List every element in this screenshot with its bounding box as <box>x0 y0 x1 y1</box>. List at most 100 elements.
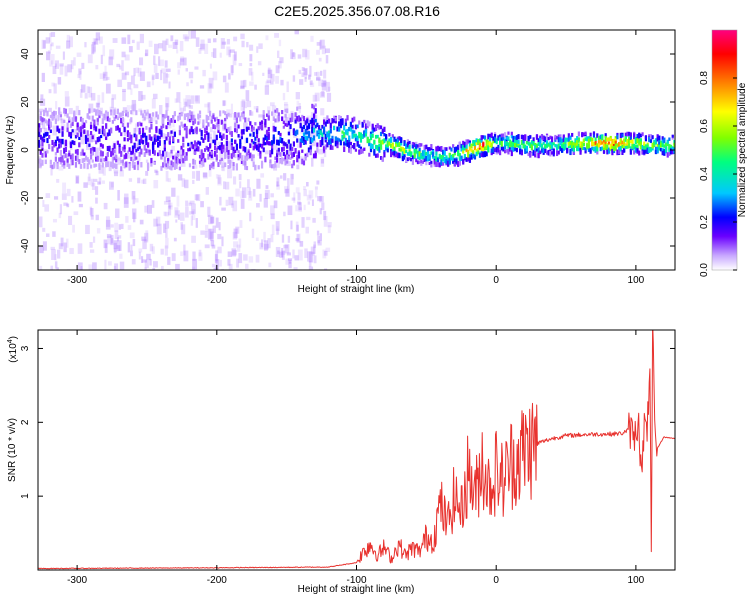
spectrogram-ridge-cell <box>554 136 557 141</box>
spectrogram-ridge-cell <box>430 144 433 149</box>
spectrogram-ridge-cell <box>311 103 314 109</box>
spectrogram-ridge-cell <box>175 154 178 161</box>
spectrogram-noise-cell <box>164 134 168 139</box>
spectrogram-ridge-cell <box>145 139 148 146</box>
spectrogram-ridge-cell <box>110 161 113 168</box>
spectrogram-noise-cell <box>79 70 82 80</box>
spectrogram-noise-cell <box>183 244 186 256</box>
spectrogram-ridge-cell <box>545 144 549 148</box>
spectrogram-ridge-cell <box>203 134 207 140</box>
spectrogram-ridge-cell <box>219 110 222 117</box>
spectrogram-ridge-cell <box>395 143 398 148</box>
spectrogram-ridge-cell <box>564 140 567 146</box>
spectrogram-ridge-cell <box>126 150 130 154</box>
spectrogram-ridge-cell <box>478 138 482 142</box>
spectrogram-ridge-cell <box>487 133 490 140</box>
spectrogram-ridge-cell <box>383 133 386 137</box>
spectrogram-ridge-cell <box>497 137 500 141</box>
spectrogram-ridge-cell <box>587 148 591 152</box>
spectrogram-noise-cell <box>177 214 180 220</box>
spectrogram-noise-cell <box>278 61 282 69</box>
spectrogram-ridge-cell <box>93 163 96 168</box>
spectrogram-ridge-cell <box>49 114 52 119</box>
spectrogram-ridge-cell <box>74 149 78 154</box>
spectrogram-ridge-cell <box>571 147 574 152</box>
spectrogram-noise-cell <box>262 72 265 76</box>
spectrogram-noise-cell <box>155 131 158 139</box>
spectrogram-y-tick-label: -40 <box>20 238 31 253</box>
spectrogram-noise-cell <box>269 81 274 85</box>
spectrogram-ridge-cell <box>193 159 197 165</box>
spectrogram-ridge-cell <box>514 142 517 148</box>
spectrogram-ridge-cell <box>130 117 133 123</box>
spectrogram-ridge-cell <box>192 129 195 135</box>
spectrogram-ridge-cell <box>180 155 183 162</box>
spectrogram-ridge-cell <box>96 155 99 162</box>
spectrogram-noise-cell <box>316 180 320 185</box>
spectrogram-noise-cell <box>279 251 284 258</box>
spectrogram-ridge-cell <box>520 151 523 156</box>
spectrogram-ridge-cell <box>210 162 213 169</box>
spectrogram-ridge-cell <box>483 151 487 158</box>
spectrogram-ridge-cell <box>111 120 114 124</box>
spectrogram-ridge-cell <box>168 141 171 145</box>
spectrogram-ridge-cell <box>165 114 168 118</box>
spectrogram-ridge-cell <box>410 157 413 162</box>
spectrogram-noise-cell <box>179 212 185 221</box>
spectrogram-noise-cell <box>185 206 189 218</box>
spectrogram-ridge-cell <box>502 133 505 138</box>
spectrogram-ridge-cell <box>103 116 106 121</box>
spectrogram-ridge-cell <box>205 130 208 136</box>
spectrogram-noise-cell <box>203 172 208 179</box>
spectrogram-noise-cell <box>42 227 46 232</box>
spectrogram-ridge-cell <box>232 162 235 166</box>
spectrogram-ridge-cell <box>259 153 262 159</box>
spectrogram-ridge-cell <box>515 147 518 153</box>
spectrogram-ridge-cell <box>71 129 74 133</box>
spectrogram-ridge-cell <box>230 142 233 147</box>
spectrogram-ridge-cell <box>289 156 292 160</box>
spectrogram-ridge-cell <box>128 132 131 138</box>
spectrogram-noise-cell <box>263 231 266 242</box>
spectrogram-ridge-cell <box>654 149 658 154</box>
spectrogram-ridge-cell <box>294 130 297 137</box>
spectrogram-ridge-cell <box>76 148 79 155</box>
spectrogram-ridge-cell <box>656 134 659 140</box>
spectrogram-noise-cell <box>246 41 249 48</box>
spectrogram-ridge-cell <box>120 112 123 117</box>
spectrogram-noise-cell <box>188 30 192 40</box>
spectrogram-ridge-cell <box>210 152 213 159</box>
spectrogram-ridge-cell <box>524 148 527 154</box>
spectrogram-ridge-cell <box>234 149 237 154</box>
spectrogram-noise-cell <box>128 178 133 182</box>
spectrogram-noise-cell <box>314 72 318 76</box>
spectrogram-noise-cell <box>221 236 224 247</box>
spectrogram-ridge-cell <box>504 138 507 144</box>
spectrogram-ridge-cell <box>126 122 130 128</box>
spectrogram-noise-cell <box>253 106 258 110</box>
spectrogram-noise-cell <box>190 95 195 104</box>
spectrogram-noise-cell <box>136 41 140 50</box>
spectrogram-ridge-cell <box>168 119 171 126</box>
spectrogram-ridge-cell <box>557 136 560 143</box>
spectrogram-noise-cell <box>327 86 331 91</box>
spectrogram-noise-cell <box>295 205 299 212</box>
spectrogram-noise-cell <box>276 228 280 235</box>
spectrogram-noise-cell <box>221 165 225 171</box>
spectrogram-ridge-cell <box>237 157 240 161</box>
spectrogram-ridge-cell <box>319 130 322 136</box>
spectrogram-ridge-cell <box>247 117 250 122</box>
spectrogram-ridge-cell <box>93 147 96 152</box>
spectrogram-ridge-cell <box>140 148 143 155</box>
spectrogram-ridge-cell <box>54 118 57 125</box>
spectrogram-noise-cell <box>52 125 57 136</box>
spectrogram-ridge-cell <box>591 138 594 142</box>
spectrogram-noise-cell <box>50 42 54 47</box>
spectrogram-ridge-cell <box>93 108 96 113</box>
spectrogram-noise-cell <box>116 237 120 242</box>
spectrogram-ridge-cell <box>259 125 262 130</box>
spectrogram-ridge-cell <box>178 130 182 136</box>
spectrogram-noise-cell <box>285 258 290 265</box>
spectrogram-noise-cell <box>114 222 119 233</box>
spectrogram-ridge-cell <box>188 118 192 123</box>
